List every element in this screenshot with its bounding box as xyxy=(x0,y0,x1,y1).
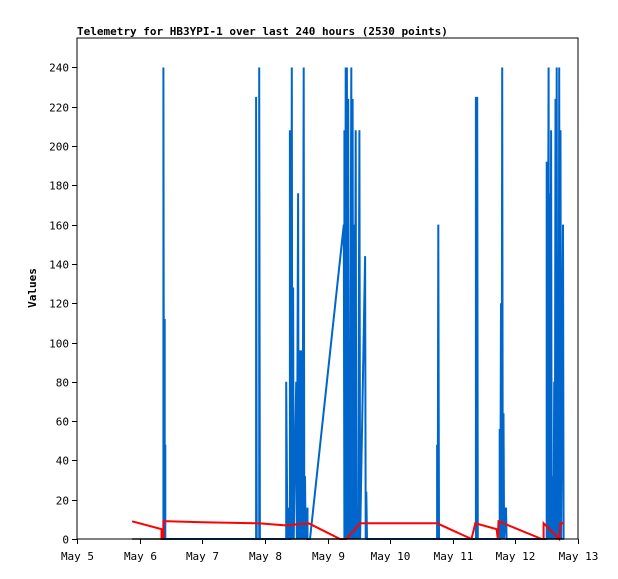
y-tick-label: 120 xyxy=(49,298,69,311)
y-tick-label: 0 xyxy=(62,534,69,547)
y-tick-label: 100 xyxy=(49,338,69,351)
y-tick-label: 40 xyxy=(56,455,69,468)
y-tick-label: 220 xyxy=(49,102,69,115)
y-tick-label: 20 xyxy=(56,495,69,508)
x-tick-label: May 6 xyxy=(124,550,157,563)
x-tick-label: May 12 xyxy=(496,550,536,563)
y-tick-label: 60 xyxy=(56,416,69,429)
y-tick-label: 180 xyxy=(49,180,69,193)
y-tick-label: 80 xyxy=(56,377,69,390)
y-tick-label: 240 xyxy=(49,62,69,75)
x-tick-label: May 7 xyxy=(186,550,219,563)
chart-title: Telemetry for HB3YPI-1 over last 240 hou… xyxy=(77,25,448,38)
x-tick-label: May 5 xyxy=(61,550,94,563)
x-tick-label: May 9 xyxy=(312,550,345,563)
series-layer xyxy=(131,67,565,542)
y-tick-label: 140 xyxy=(49,259,69,272)
y-tick-label: 160 xyxy=(49,220,69,233)
x-tick-label: May 10 xyxy=(371,550,411,563)
y-axis-label: Values xyxy=(26,268,39,308)
y-tick-label: 200 xyxy=(49,141,69,154)
x-tick-label: May 11 xyxy=(434,550,474,563)
y-axis: 0 20 40 60 80 100 120 140 160 180 200 220 240 xyxy=(49,62,77,547)
x-tick-label: May 13 xyxy=(559,550,599,563)
x-axis: May 5 May 6 May 7 May 8 May 9 May 10 May 11 May… xyxy=(61,539,598,563)
series-line-0 xyxy=(162,67,565,540)
x-tick-label: May 8 xyxy=(249,550,282,563)
